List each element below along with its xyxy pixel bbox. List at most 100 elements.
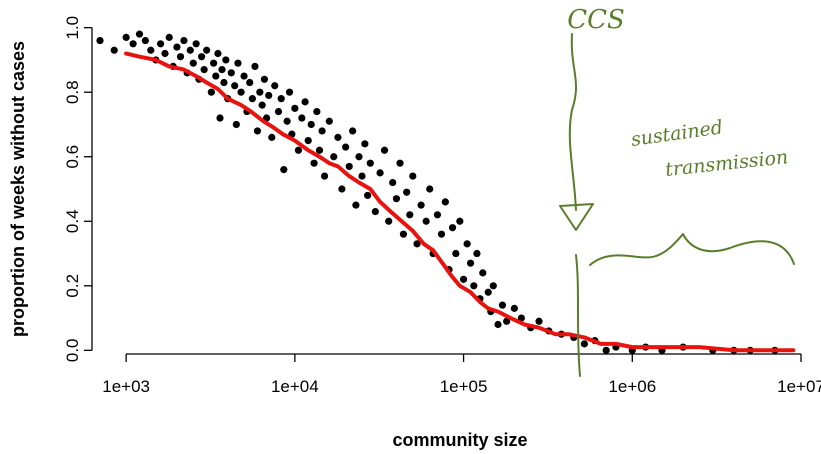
data-point — [338, 185, 346, 193]
data-point — [602, 346, 610, 354]
data-point — [452, 249, 460, 258]
data-point — [355, 153, 363, 161]
y-tick-label: 0.6 — [63, 145, 82, 169]
data-point — [301, 98, 309, 106]
data-point — [473, 249, 481, 258]
annotation-transmission: transmission — [664, 146, 789, 181]
data-point — [345, 162, 353, 171]
data-point — [448, 224, 457, 232]
y-tick-label: 1.0 — [63, 16, 82, 40]
data-point — [260, 75, 269, 83]
x-tick-label: 1e+07 — [777, 377, 821, 396]
data-point — [510, 304, 518, 312]
data-point — [330, 153, 338, 161]
data-point — [413, 240, 421, 248]
data-point — [265, 91, 273, 100]
data-point — [135, 30, 144, 38]
data-point — [484, 288, 492, 296]
data-point — [470, 282, 478, 290]
annotation-ccs: CCS — [567, 5, 625, 35]
y-tick-label: 0.8 — [63, 80, 82, 104]
data-point — [222, 56, 230, 64]
y-tick-label: 0.4 — [63, 209, 82, 233]
data-point — [246, 78, 254, 87]
data-point — [248, 95, 256, 103]
data-point — [110, 46, 118, 54]
data-point — [210, 59, 218, 67]
data-point — [212, 72, 220, 80]
data-point — [494, 320, 502, 329]
data-point — [342, 143, 350, 151]
y-tick-label: 0.2 — [63, 274, 82, 298]
data-point — [274, 107, 283, 116]
data-point — [463, 240, 471, 248]
data-point — [433, 211, 442, 219]
data-point — [385, 217, 393, 225]
data-point — [258, 101, 266, 109]
data-point — [294, 146, 303, 154]
data-point — [417, 201, 425, 209]
scatter-points-layer — [96, 30, 779, 354]
data-point — [580, 340, 588, 348]
data-point — [364, 191, 372, 200]
sustained-transmission-brace — [589, 233, 795, 266]
data-point — [320, 172, 329, 180]
data-point — [403, 188, 411, 196]
data-point — [216, 114, 224, 122]
data-point — [180, 36, 188, 45]
data-point — [399, 230, 408, 238]
data-point — [426, 185, 434, 193]
data-point — [358, 172, 366, 180]
data-point — [392, 195, 401, 203]
data-point — [310, 159, 318, 167]
data-point — [268, 133, 276, 141]
data-point — [376, 169, 384, 177]
data-point — [189, 59, 197, 67]
data-point — [237, 88, 245, 96]
data-point — [161, 49, 169, 58]
data-point — [352, 201, 360, 209]
data-point — [396, 159, 404, 167]
data-point — [156, 40, 165, 48]
data-point — [218, 66, 226, 74]
annotation-sustained: sustained — [630, 116, 725, 151]
data-point — [253, 127, 262, 135]
data-point — [479, 269, 487, 277]
data-point — [409, 172, 417, 180]
handwritten-annotations: CCS sustained transmission — [559, 5, 795, 377]
data-point — [173, 43, 181, 51]
data-point — [197, 53, 206, 61]
trend-line-layer — [124, 51, 796, 353]
data-point — [122, 33, 130, 41]
data-point — [535, 317, 543, 325]
data-point — [280, 166, 288, 174]
data-point — [389, 178, 397, 187]
data-point — [517, 314, 525, 322]
x-tick-label: 1e+05 — [440, 377, 488, 396]
data-point — [203, 46, 211, 54]
data-point — [441, 198, 449, 206]
data-point — [214, 49, 222, 58]
data-point — [251, 62, 259, 70]
data-point — [192, 40, 200, 48]
ccs-vertical-line — [575, 254, 581, 377]
data-point — [349, 127, 357, 135]
axis-ticks-layer: 1e+03 1e+04 1e+05 1e+06 1e+07 0.0 0.2 0.4 0.6 0.8… — [63, 16, 821, 396]
data-point — [234, 59, 242, 67]
ccs-arrow — [559, 33, 594, 231]
data-point — [96, 36, 104, 45]
data-point — [231, 82, 239, 90]
data-point — [466, 259, 475, 267]
data-point — [315, 146, 324, 154]
y-tick-label: 0.0 — [63, 339, 82, 363]
data-point — [406, 211, 414, 219]
data-point — [220, 78, 228, 87]
x-tick-label: 1e+04 — [271, 377, 319, 396]
data-point — [147, 46, 155, 54]
data-point — [129, 40, 137, 48]
data-point — [240, 72, 248, 80]
data-point — [291, 104, 299, 112]
data-point — [256, 88, 264, 96]
data-point — [165, 33, 173, 41]
